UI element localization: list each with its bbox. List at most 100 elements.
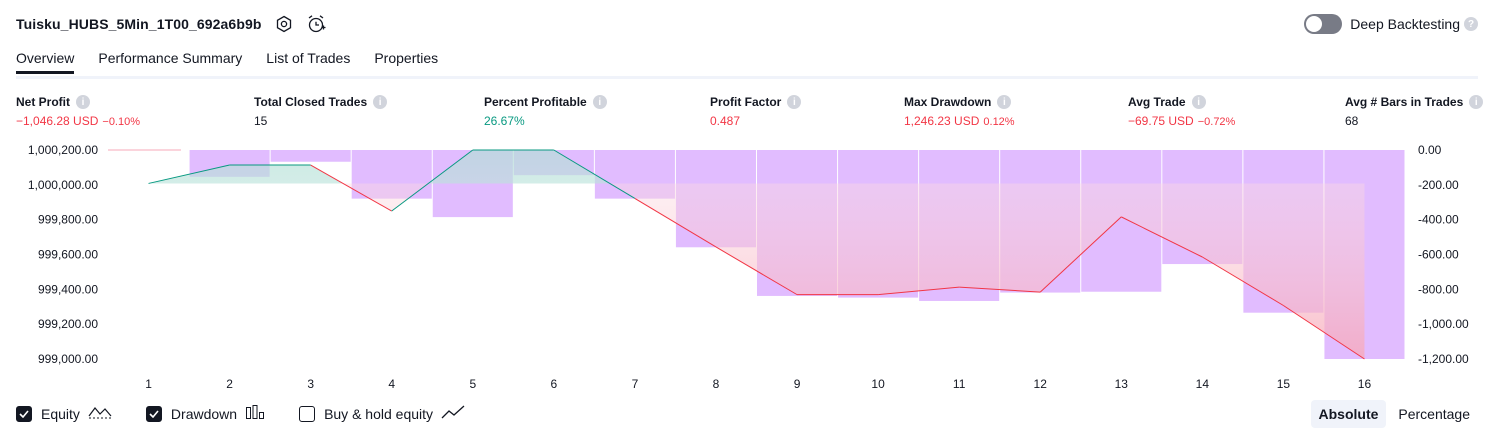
metric-percent: −0.10% — [102, 116, 141, 128]
right-axis-tick-label: -1,000.00 — [1418, 317, 1469, 331]
metric-value: −1,046.28 USD — [16, 114, 99, 128]
metric-value: 26.67% — [484, 114, 525, 128]
equity-area-positive — [148, 150, 610, 184]
x-axis-tick-label: 8 — [713, 377, 720, 391]
equity-area-negative — [148, 183, 1365, 359]
metric-label: Total Closed Trades — [254, 95, 368, 109]
legend-drawdown[interactable]: Drawdown — [145, 404, 265, 425]
help-icon[interactable]: ? — [1464, 17, 1478, 31]
alarm-add-icon[interactable] — [306, 14, 326, 34]
metric-net-profit: Net Profit i −1,046.28 USD −0.10% — [16, 94, 140, 130]
left-axis-tick-label: 1,000,200.00 — [28, 143, 98, 157]
tab-performance-summary[interactable]: Performance Summary — [98, 50, 243, 66]
info-icon[interactable]: i — [1191, 95, 1206, 109]
info-icon[interactable]: i — [76, 95, 90, 109]
info-icon[interactable]: i — [997, 95, 1012, 109]
equity-line-segment — [1202, 256, 1284, 306]
equity-line-segment — [391, 149, 474, 212]
x-axis-tick-label: 16 — [1358, 377, 1372, 391]
equity-checkbox[interactable] — [16, 406, 32, 422]
right-axis-tick-label: 0.00 — [1418, 143, 1442, 157]
settings-icon[interactable] — [274, 14, 294, 34]
x-axis-tick-label: 10 — [871, 377, 885, 391]
metric-total-closed-trades: Total Closed Trades i 15 — [254, 94, 388, 130]
equity-line-segment — [959, 286, 1041, 293]
tab-bar: Overview Performance Summary List of Tra… — [16, 44, 1478, 79]
x-axis-tick-label: 12 — [1034, 377, 1048, 391]
left-axis-tick-label: 1,000,000.00 — [28, 178, 98, 192]
legend-equity[interactable]: Equity — [16, 404, 112, 425]
metric-label: Max Drawdown — [904, 95, 992, 109]
info-icon[interactable]: i — [592, 95, 607, 109]
metric-value: 0.487 — [710, 114, 741, 128]
metric-percent: 0.12% — [983, 116, 1015, 128]
x-axis-tick-label: 15 — [1277, 377, 1291, 391]
equity-line-segment — [148, 164, 230, 184]
metric-label: Profit Factor — [710, 95, 782, 109]
value-mode-switch: Absolute Percentage — [1307, 400, 1479, 428]
drawdown-bar — [270, 150, 351, 162]
percentage-button[interactable]: Percentage — [1398, 406, 1470, 422]
x-axis-tick-label: 5 — [469, 377, 476, 391]
metric-percent-profitable: Percent Profitable i 26.67% — [484, 94, 607, 130]
metric-value: 15 — [254, 114, 268, 128]
right-axis-tick-label: -800.00 — [1418, 282, 1459, 296]
metric-profit-factor: Profit Factor i 0.487 — [710, 94, 802, 130]
x-axis-tick-label: 13 — [1115, 377, 1129, 391]
equity-drawdown-chart[interactable]: 1,000,200.00 1,000,000.00 999,800.00 999,60… — [0, 138, 1494, 396]
metric-label: Net Profit — [16, 95, 70, 109]
chart-legend: Equity Drawdown Buy & hold equity — [16, 402, 499, 426]
metric-avg-bars-in-trades: Avg # Bars in Trades i 68 — [1345, 94, 1484, 130]
x-axis-tick-label: 2 — [226, 377, 233, 391]
equity-line-segment — [1283, 305, 1365, 360]
buy-hold-checkbox[interactable] — [299, 406, 316, 422]
legend-label: Drawdown — [170, 406, 238, 422]
x-axis-tick-label: 3 — [307, 377, 314, 391]
right-axis-tick-label: -200.00 — [1418, 178, 1459, 192]
drawdown-checkbox[interactable] — [145, 406, 162, 422]
x-axis-tick-label: 4 — [388, 377, 395, 391]
info-icon[interactable]: i — [373, 95, 388, 109]
equity-line-segment — [1121, 216, 1203, 258]
right-axis-tick-label: -1,200.00 — [1418, 352, 1469, 366]
tab-overview[interactable]: Overview — [16, 44, 75, 74]
equity-line-icon — [88, 404, 112, 425]
metric-value: 1,246.23 USD — [904, 114, 980, 128]
x-axis-tick-label: 6 — [551, 377, 558, 391]
legend-label: Buy & hold equity — [324, 406, 434, 422]
left-axis-tick-label: 999,800.00 — [38, 213, 98, 227]
absolute-button[interactable]: Absolute — [1310, 400, 1387, 428]
x-axis-tick-label: 14 — [1196, 377, 1210, 391]
trend-line-icon — [441, 404, 465, 425]
metric-avg-trade: Avg Trade i −69.75 USD −0.72% — [1128, 94, 1235, 130]
right-axis-tick-label: -400.00 — [1418, 213, 1459, 227]
deep-backtesting-toggle[interactable] — [1304, 14, 1343, 34]
right-axis-tick-label: -600.00 — [1418, 248, 1459, 262]
metric-max-drawdown: Max Drawdown i 1,246.23 USD 0.12% — [904, 94, 1015, 130]
x-axis-tick-label: 1 — [145, 377, 152, 391]
equity-line-segment — [715, 246, 798, 296]
legend-label: Equity — [41, 406, 80, 422]
metric-value: 68 — [1345, 114, 1359, 128]
metric-percent: −0.72% — [1197, 116, 1236, 128]
metric-label: Avg Trade — [1128, 95, 1186, 109]
x-axis-tick-label: 9 — [794, 377, 801, 391]
equity-line-segment — [1039, 216, 1122, 293]
left-axis-tick-label: 999,600.00 — [38, 248, 98, 262]
deep-backtesting-label: Deep Backtesting — [1350, 16, 1460, 32]
tab-list-of-trades[interactable]: List of Trades — [266, 50, 351, 66]
deep-backtesting-control: Deep Backtesting ? — [1304, 12, 1478, 36]
info-icon[interactable]: i — [1469, 95, 1484, 109]
info-icon[interactable]: i — [787, 95, 802, 109]
metric-value: −69.75 USD — [1128, 114, 1194, 128]
metric-label: Avg # Bars in Trades — [1345, 95, 1464, 109]
tab-properties[interactable]: Properties — [374, 50, 439, 66]
metric-label: Percent Profitable — [484, 95, 587, 109]
header: Tuisku_HUBS_5Min_1T00_692a6b9b — [16, 12, 326, 36]
x-axis-tick-label: 11 — [953, 377, 966, 391]
x-axis-tick-label: 7 — [632, 377, 639, 391]
equity-line-segment — [553, 149, 636, 199]
legend-buy-hold-equity[interactable]: Buy & hold equity — [299, 404, 465, 425]
strategy-title: Tuisku_HUBS_5Min_1T00_692a6b9b — [16, 16, 262, 32]
equity-line-segment — [634, 198, 717, 248]
